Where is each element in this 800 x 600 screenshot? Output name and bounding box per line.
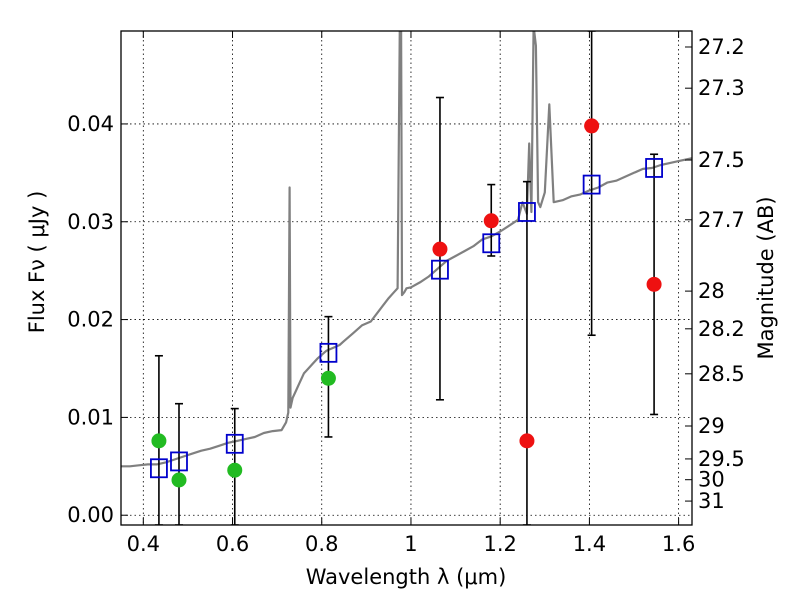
x-tick-label: 1 [404, 532, 417, 556]
near-ir-detections-point [646, 276, 662, 292]
y-tick-label: 0.01 [67, 405, 114, 429]
grid-layer [121, 31, 692, 525]
mag-tick-label: 30 [698, 468, 725, 492]
optical-detections-point [227, 462, 243, 478]
near-ir-detections-point [584, 118, 600, 134]
marker-layer [150, 118, 663, 488]
mag-tick-label: 31 [698, 489, 725, 513]
model-photometry-square [518, 202, 536, 222]
y-tick-label: 0.02 [67, 308, 114, 332]
errorbar-layer [154, 31, 659, 525]
x-tick-label: 1.4 [573, 532, 606, 556]
spectrum-line [121, 31, 692, 468]
tick-layer: 0.4 0.6 0.8 1 1.2 1.4 1.6 0.00 0.01 0.02 0.03 0.04 2… [67, 31, 745, 556]
model-photometry-square [645, 158, 663, 178]
spectrum-layer [121, 31, 692, 468]
near-ir-detections-point [483, 213, 499, 229]
mag-tick-label: 29.5 [698, 447, 745, 471]
near-ir-detections-point [519, 433, 535, 449]
mag-tick-label: 27.2 [698, 35, 745, 59]
y-axis-right-label: Magnitude (AB) [754, 196, 778, 359]
mag-tick-label: 29 [698, 414, 725, 438]
mag-tick-label: 28.5 [698, 362, 745, 386]
mag-tick-label: 28 [698, 279, 725, 303]
x-tick-label: 0.8 [305, 532, 338, 556]
near-ir-detections-point [432, 241, 448, 257]
x-tick-label: 1.2 [483, 532, 516, 556]
x-tick-label: 0.6 [216, 532, 249, 556]
mag-tick-label: 27.3 [698, 76, 745, 100]
x-axis-label: Wavelength λ (μm) [306, 565, 507, 589]
optical-detections-point [171, 472, 187, 488]
mag-tick-label: 27.7 [698, 208, 745, 232]
y-tick-label: 0.00 [67, 503, 114, 527]
model-photometry-square [170, 451, 188, 472]
y-tick-label: 0.03 [67, 210, 114, 234]
x-tick-label: 0.4 [127, 532, 160, 556]
y-tick-label: 0.04 [67, 112, 114, 136]
optical-detections-point [151, 433, 167, 449]
model-photometry-square [431, 259, 449, 280]
optical-detections-point [320, 370, 336, 386]
mag-tick-label: 28.2 [698, 317, 745, 341]
model-photometry-square [150, 458, 168, 479]
x-tick-label: 1.6 [662, 532, 695, 556]
model-photometry-square [482, 233, 501, 254]
model-photometry-square [582, 174, 601, 195]
model-photometry-square [225, 433, 244, 454]
mag-tick-label: 27.5 [698, 148, 745, 172]
y-axis-label: Flux Fν ( μJy ) [25, 191, 49, 334]
plot-frame [120, 30, 693, 526]
model-photometry-square [319, 342, 338, 363]
